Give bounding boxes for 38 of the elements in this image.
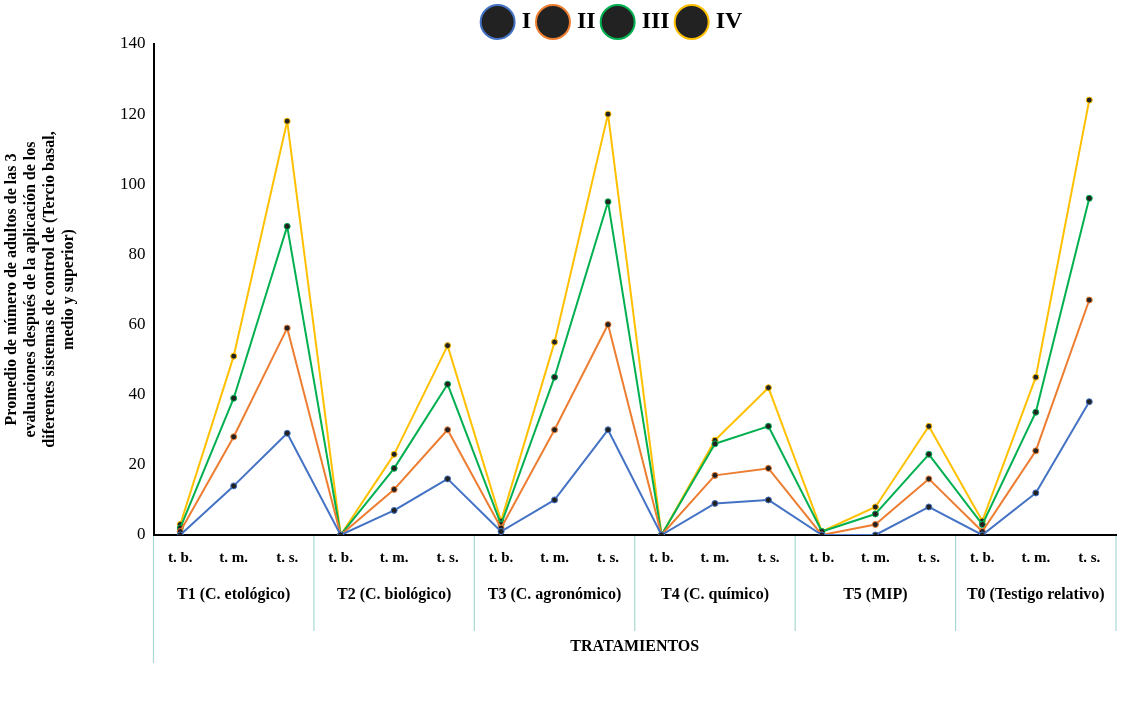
x-tick-label: t. s. [917,548,941,565]
y-tick-label: 80 [128,243,146,263]
x-tick-label: t. m. [1021,548,1051,565]
y-axis-title: Promedio de número de adultos de las 3 evaluaciones después de la aplicación de los diferentes sistemas de control de (Tercio basal, medio y superior) [1,131,77,448]
x-tick-label: t. m. [861,548,890,565]
x-tick-label: t. b. [328,548,354,565]
x-tick-label: t. m. [379,548,409,565]
x-tick-label: t. s. [276,548,299,565]
x-tick-label: t. b. [970,548,995,565]
x-tick-label: t. m. [700,548,730,565]
legend-label: IV [715,7,744,34]
y-tick-label: 60 [128,314,146,334]
y-tick-label: 20 [128,454,146,474]
y-tick-label: 0 [137,524,146,544]
x-tick-label: t. s. [436,548,459,565]
y-tick-label: 140 [120,33,146,53]
x-tick-label: t. b. [649,548,675,565]
y-tick-label: 40 [128,384,146,404]
legend-label: III [641,7,670,34]
text: T1 (C. etológico) [177,585,291,604]
x-axis-title: TRATAMIENTOS [570,637,700,655]
x-tick-label: t. b. [809,548,835,565]
x-tick-label: t. m. [219,548,249,565]
x-tick-label: t. s. [596,548,620,565]
text: T2 (C. biológico) [337,585,452,604]
legend-label: I [521,7,531,34]
text: T4 (C. químico) [660,585,769,604]
text: T5 (MIP) [843,585,908,604]
y-tick-label: 100 [120,173,146,193]
x-tick-label: t. b. [488,548,514,565]
x-tick-label: t. m. [540,548,570,565]
x-tick-label: t. b. [167,548,193,565]
text: T0 (Testigo relativo) [966,585,1105,604]
y-tick-label: 120 [120,103,146,123]
x-tick-label: t. s. [1078,548,1101,565]
legend-label: II [576,7,596,34]
text: T3 (C. agronómico) [487,585,622,604]
x-tick-label: t. s. [757,548,780,565]
